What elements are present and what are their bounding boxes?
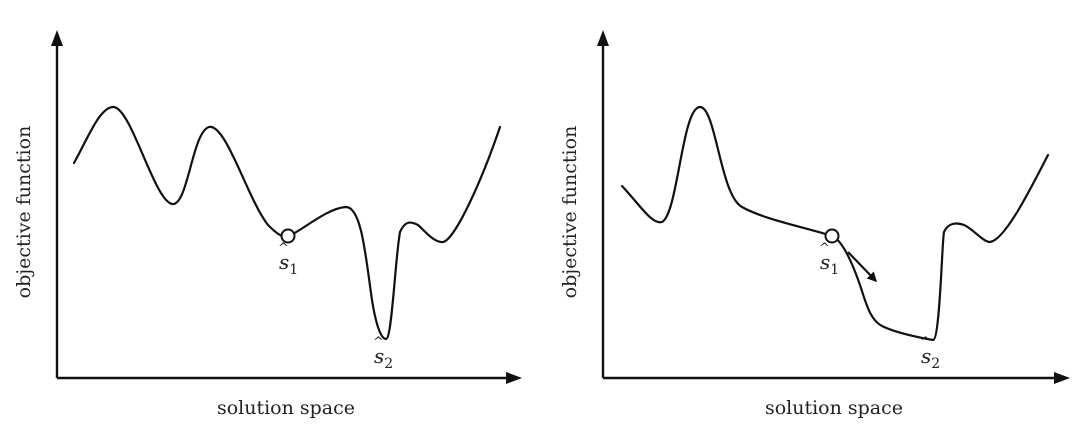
left-s1-label: s1 [279,250,298,278]
right-s2-label: s2 [921,344,940,372]
right-x-label: solution space [765,397,903,419]
right-s1-label: s1 [820,250,839,278]
left-y-label: objective function [13,126,35,299]
left-panel: s1 ^ s2 ^ solution space objective funct… [13,30,522,419]
right-x-arrowhead [1054,372,1070,384]
left-s2-label: s2 [374,344,393,372]
right-y-label: objective function [559,126,581,299]
right-y-arrowhead [597,30,609,46]
left-y-axis [51,30,63,378]
left-x-label: solution space [217,397,355,419]
left-s1-marker [280,228,296,244]
right-s1-marker [824,228,840,244]
right-descent-arrow [847,251,878,283]
left-x-arrowhead [506,372,522,384]
right-panel: s1 ^ s2 ^ solution space objective funct… [559,30,1070,419]
left-x-axis [57,372,522,384]
right-s2-hat: ^ [920,335,931,350]
right-y-axis [597,30,609,378]
left-s2-hat: ^ [373,335,384,350]
left-objective-curve [72,105,502,341]
left-s1-hat: ^ [278,241,289,256]
right-s1-hat: ^ [819,241,830,256]
right-objective-curve [620,105,1050,342]
right-x-axis [603,372,1070,384]
left-y-arrowhead [51,30,63,46]
